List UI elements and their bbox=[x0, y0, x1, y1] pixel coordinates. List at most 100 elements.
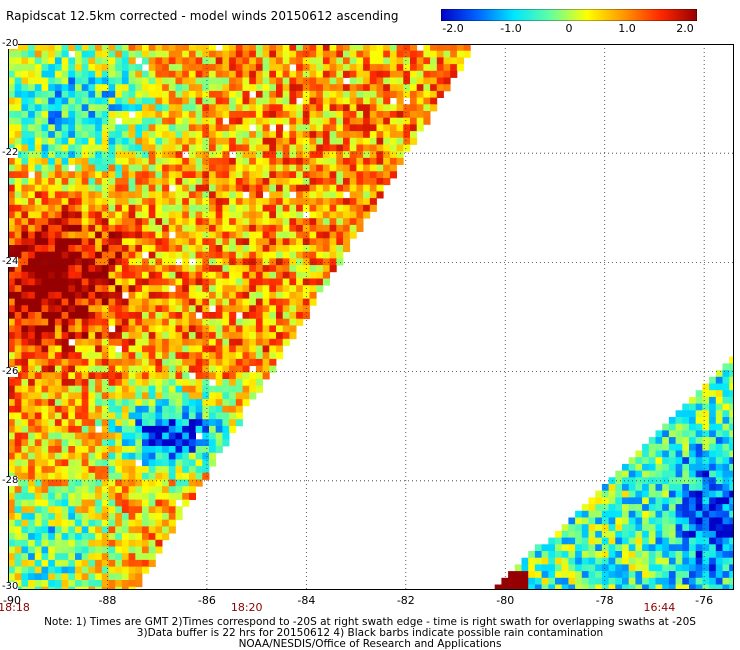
wind-cell bbox=[128, 198, 136, 206]
wind-cell bbox=[722, 457, 730, 465]
wind-cell bbox=[235, 131, 243, 139]
wind-cell bbox=[135, 553, 143, 561]
wind-cell bbox=[155, 405, 163, 413]
wind-cell bbox=[601, 564, 609, 572]
wind-cell bbox=[376, 44, 384, 52]
wind-cell bbox=[168, 526, 176, 534]
wind-cell bbox=[148, 459, 156, 467]
wind-cell bbox=[135, 526, 143, 534]
wind-cell bbox=[668, 457, 676, 465]
wind-cell bbox=[209, 64, 217, 72]
wind-cell bbox=[202, 432, 210, 440]
wind-cell bbox=[722, 437, 730, 445]
wind-cell bbox=[655, 584, 663, 590]
wind-cell bbox=[155, 379, 163, 387]
wind-cell bbox=[322, 70, 330, 78]
wind-cell bbox=[508, 571, 516, 579]
wind-cell bbox=[75, 432, 83, 440]
wind-cell bbox=[142, 539, 150, 547]
wind-cell bbox=[54, 338, 62, 346]
wind-cell bbox=[175, 131, 183, 139]
wind-cell bbox=[215, 64, 223, 72]
wind-cell bbox=[255, 291, 263, 299]
wind-cell bbox=[61, 198, 69, 206]
wind-cell bbox=[14, 271, 22, 279]
wind-cell bbox=[115, 325, 123, 333]
wind-cell bbox=[81, 472, 89, 480]
wind-cell bbox=[28, 392, 36, 400]
wind-cell bbox=[695, 390, 703, 398]
wind-cell bbox=[54, 104, 62, 112]
wind-cell bbox=[75, 492, 83, 500]
wind-cell bbox=[175, 352, 183, 360]
wind-cell bbox=[75, 224, 83, 232]
wind-cell bbox=[655, 517, 663, 525]
wind-cell bbox=[222, 97, 230, 105]
wind-cell bbox=[88, 506, 96, 514]
wind-cell bbox=[615, 504, 623, 512]
wind-cell bbox=[75, 506, 83, 514]
wind-cell bbox=[54, 211, 62, 219]
wind-cell bbox=[148, 345, 156, 353]
wind-cell bbox=[709, 497, 717, 505]
wind-cell bbox=[235, 191, 243, 199]
wind-cell bbox=[675, 477, 683, 485]
wind-cell bbox=[343, 124, 351, 132]
wind-cell bbox=[648, 450, 656, 458]
wind-cell bbox=[135, 224, 143, 232]
wind-cell bbox=[369, 50, 377, 58]
wind-cell bbox=[349, 178, 357, 186]
wind-cell bbox=[88, 84, 96, 92]
wind-cell bbox=[88, 157, 96, 165]
wind-cell bbox=[715, 537, 723, 545]
wind-cell bbox=[628, 530, 636, 538]
wind-cell bbox=[322, 117, 330, 125]
wind-cell bbox=[54, 573, 62, 581]
wind-cell bbox=[615, 544, 623, 552]
wind-cell bbox=[121, 151, 129, 159]
wind-cell bbox=[61, 432, 69, 440]
wind-cell bbox=[14, 245, 22, 253]
wind-cell bbox=[695, 470, 703, 478]
wind-cell bbox=[729, 584, 734, 590]
wind-cell bbox=[235, 184, 243, 192]
wind-cell bbox=[195, 131, 203, 139]
wind-cell bbox=[14, 137, 22, 145]
wind-cell bbox=[255, 104, 263, 112]
wind-cell bbox=[668, 510, 676, 518]
wind-cell bbox=[54, 352, 62, 360]
wind-cell bbox=[389, 50, 397, 58]
wind-cell bbox=[628, 557, 636, 565]
wind-cell bbox=[95, 77, 103, 85]
wind-cell bbox=[215, 325, 223, 333]
wind-cell bbox=[108, 218, 116, 226]
wind-cell bbox=[195, 171, 203, 179]
wind-cell bbox=[61, 258, 69, 266]
wind-cell bbox=[88, 345, 96, 353]
wind-cell bbox=[689, 557, 697, 565]
wind-cell bbox=[282, 157, 290, 165]
wind-cell bbox=[148, 184, 156, 192]
wind-cell bbox=[108, 90, 116, 98]
wind-cell bbox=[595, 510, 603, 518]
wind-cell bbox=[115, 50, 123, 58]
wind-cell bbox=[715, 430, 723, 438]
wind-cell bbox=[215, 446, 223, 454]
wind-cell bbox=[128, 50, 136, 58]
wind-cell bbox=[95, 312, 103, 320]
wind-cell bbox=[622, 477, 630, 485]
wind-cell bbox=[255, 332, 263, 340]
wind-cell bbox=[68, 151, 76, 159]
wind-cell bbox=[88, 137, 96, 145]
wind-cell bbox=[356, 104, 364, 112]
wind-cell bbox=[329, 144, 337, 152]
wind-cell bbox=[343, 245, 351, 253]
wind-cell bbox=[95, 466, 103, 474]
wind-cell bbox=[376, 178, 384, 186]
wind-cell bbox=[115, 513, 123, 521]
wind-cell bbox=[215, 352, 223, 360]
wind-cell bbox=[209, 385, 217, 393]
wind-cell bbox=[222, 157, 230, 165]
wind-cell bbox=[229, 238, 237, 246]
wind-cell bbox=[302, 77, 310, 85]
